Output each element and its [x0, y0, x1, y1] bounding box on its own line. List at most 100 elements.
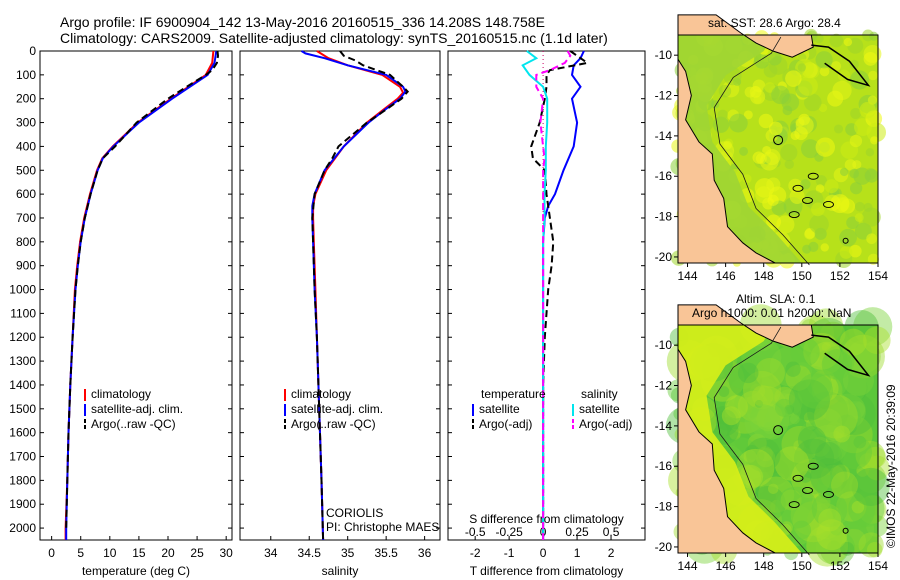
ocean-texture [830, 471, 859, 499]
legend-label: satellite-adj. clim. [91, 402, 183, 416]
ocean-texture [800, 139, 820, 159]
series-line-argo---raw--qc- [65, 50, 220, 529]
reef-outline [802, 487, 813, 494]
ocean-texture [739, 146, 749, 156]
ocean-texture [864, 446, 887, 468]
ocean-texture [803, 411, 816, 424]
ocean-texture [850, 108, 862, 120]
ocean-texture [806, 524, 849, 567]
png-land [677, 14, 814, 58]
depth-contour [713, 326, 810, 556]
ocean-texture [810, 341, 843, 375]
ocean-texture [820, 500, 830, 510]
y-tick-label: 800 [16, 235, 36, 249]
ocean-texture [770, 499, 784, 513]
ocean-texture [752, 450, 765, 462]
ocean-texture [839, 167, 849, 177]
x-tick-label: -1 [504, 546, 515, 560]
ocean-texture [768, 121, 783, 136]
ocean-texture [795, 365, 832, 403]
ocean-texture [839, 246, 853, 259]
y-tick-label: 1300 [9, 354, 36, 368]
ocean-texture [861, 207, 881, 227]
ocean-texture [781, 425, 819, 464]
lon-tick-label: 148 [754, 269, 774, 283]
ocean-texture [834, 508, 849, 523]
ocean-texture [784, 404, 795, 415]
ocean-texture [810, 436, 830, 457]
ocean-texture [844, 159, 857, 171]
ocean-texture [785, 364, 812, 391]
lat-tick-label: -16 [655, 459, 673, 473]
x-tick-label: 5 [77, 546, 84, 560]
y-tick-label: 1100 [10, 306, 36, 320]
ocean-texture [763, 459, 790, 485]
ocean-texture [815, 441, 842, 469]
ocean-texture [756, 407, 781, 432]
ocean-texture [763, 421, 776, 435]
ocean-texture [847, 339, 881, 374]
ocean-texture [789, 188, 805, 204]
y-tick-label: 1400 [9, 378, 36, 392]
x2-tick-label: -0.25 [495, 525, 523, 539]
reef-outline [802, 197, 813, 204]
ocean-texture [770, 472, 786, 488]
ocean-texture [808, 352, 820, 365]
ocean-texture [867, 541, 883, 558]
lon-tick-label: 152 [830, 559, 850, 573]
x-tick-label: 34.5 [298, 546, 322, 560]
ocean-texture [820, 537, 832, 549]
ocean-texture [811, 202, 825, 217]
ocean-texture [783, 492, 794, 503]
y-tick-label: 2000 [9, 521, 36, 535]
ocean-texture [831, 61, 842, 72]
y-tick-label: 1800 [9, 473, 36, 487]
ocean-texture [758, 476, 795, 513]
lon-tick-label: 148 [754, 559, 774, 573]
secondary-marker [842, 527, 849, 534]
ocean-texture [797, 426, 827, 455]
ocean-texture [839, 228, 857, 247]
lat-tick-label: -14 [655, 129, 673, 143]
lon-tick-label: 146 [716, 269, 736, 283]
ocean-texture [813, 375, 839, 402]
lon-tick-label: 154 [868, 269, 888, 283]
ocean-texture [811, 375, 843, 406]
ocean-texture [865, 148, 875, 157]
ocean-texture [790, 493, 833, 536]
ocean-texture [757, 446, 773, 462]
ocean-texture [859, 453, 877, 470]
ocean-texture [851, 467, 890, 507]
y-tick-label: 1200 [9, 330, 36, 344]
lat-tick-label: -10 [655, 338, 673, 352]
ocean-texture [842, 528, 866, 553]
y-tick-label: 200 [16, 92, 36, 106]
ocean-texture [751, 385, 774, 407]
ocean-texture [816, 470, 832, 486]
island-chain [811, 334, 871, 377]
lat-tick-label: -12 [655, 379, 673, 393]
ocean-texture [784, 159, 795, 170]
x-tick-label: 20 [161, 546, 175, 560]
ocean-texture [810, 369, 837, 396]
reef-outline [788, 211, 800, 219]
y-tick-label: 400 [16, 139, 36, 153]
x-axis-label: T difference from climatology [470, 564, 624, 578]
legend-label: Argo(..raw -QC) [291, 417, 376, 431]
map-frame [677, 34, 879, 264]
ocean-texture [764, 149, 781, 166]
ocean-texture [816, 519, 848, 551]
ocean-texture [854, 201, 865, 212]
series-line-satellite-adj--clim- [300, 50, 407, 541]
png-land [677, 304, 814, 348]
ocean-texture [816, 475, 842, 501]
x-tick-label: 35 [341, 546, 355, 560]
ocean-texture [851, 500, 865, 514]
ocean-texture [795, 116, 814, 135]
y-tick-label: 500 [16, 163, 36, 177]
ocean-texture [715, 409, 737, 431]
ocean-texture [744, 404, 781, 441]
ocean-texture [793, 362, 812, 382]
ocean-texture [864, 168, 879, 183]
